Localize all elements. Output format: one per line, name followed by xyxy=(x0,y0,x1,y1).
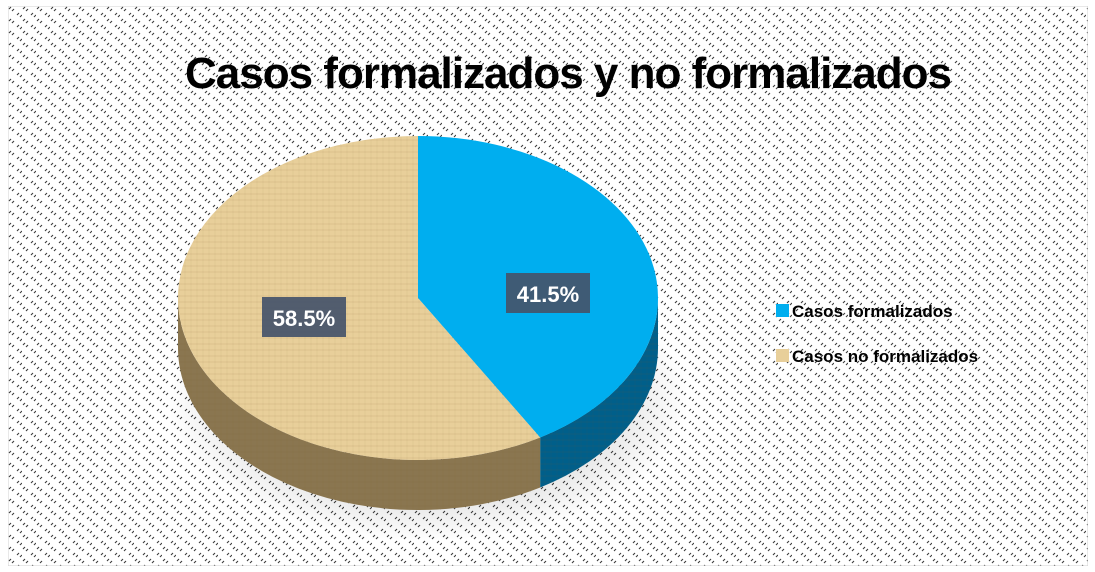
chart-title: Casos formalizados y no formalizados xyxy=(185,49,951,98)
legend-swatch-formalizados xyxy=(776,304,789,317)
data-label-box-1 xyxy=(262,297,346,337)
legend-label-formalizados: Casos formalizados xyxy=(792,302,953,321)
chart-container: Casos formalizados y no formalizados 41.… xyxy=(8,6,1088,566)
pie-chart: Casos formalizados y no formalizados 41.… xyxy=(8,6,1088,566)
legend: Casos formalizados Casos no formalizados xyxy=(776,302,978,366)
data-label-0: 41.5% xyxy=(517,282,579,307)
legend-label-no-formalizados: Casos no formalizados xyxy=(792,347,978,366)
data-label-1: 58.5% xyxy=(273,306,335,331)
pie-side-texture-0 xyxy=(540,298,658,488)
pie-slice-texture-1 xyxy=(177,136,541,460)
pie-side-texture-1 xyxy=(178,298,541,510)
legend-swatch-no-formalizados xyxy=(776,349,789,362)
data-label-box-0 xyxy=(506,273,590,313)
pie-group: 41.5% 58.5% xyxy=(177,136,658,510)
